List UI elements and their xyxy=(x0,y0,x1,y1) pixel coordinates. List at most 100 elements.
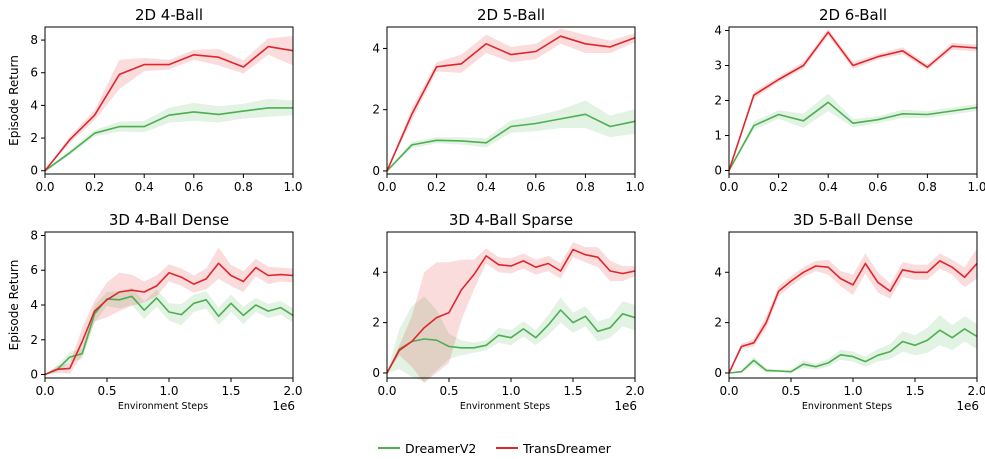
x-tick-label: 0.0 xyxy=(35,384,54,398)
x-tick-label: 0.4 xyxy=(819,180,838,194)
line-dreamerv2 xyxy=(386,309,636,374)
x-tick-label: 0.6 xyxy=(526,180,545,194)
y-tick-label: 6 xyxy=(30,66,38,80)
panel-title: 3D 4-Ball Dense xyxy=(109,211,229,229)
x-tick-label: 0.0 xyxy=(719,180,738,194)
panel-2d-4-ball: 0.0 0.2 0.4 0.6 0.8 1.0 0 2 4 6 8 2D 4-Ball Episode … xyxy=(7,6,303,194)
axes-frame xyxy=(728,26,978,175)
x-tick-label: 1.5 xyxy=(221,384,240,398)
panel-2d-5-ball: 0.0 0.2 0.4 0.6 0.8 1.0 0 2 4 2D 5-Ball xyxy=(372,6,644,194)
x-tick-label: 0.2 xyxy=(769,180,788,194)
legend-label-dreamerv2: DreamerV2 xyxy=(405,441,476,456)
x-scale-label: 1e6 xyxy=(614,399,637,413)
y-axis-label: Episode Return xyxy=(7,260,21,351)
y-tick-label: 0 xyxy=(30,164,38,178)
band-transdreamer xyxy=(387,242,635,383)
x-tick-label: 1.0 xyxy=(283,180,302,194)
panel-title: 2D 4-Ball xyxy=(135,6,203,24)
x-tick-label: 2.0 xyxy=(967,384,985,398)
x-tick-label: 0.6 xyxy=(184,180,203,194)
y-tick-label: 4 xyxy=(714,265,722,279)
line-dreamerv2 xyxy=(728,328,978,374)
y-tick-label: 2 xyxy=(714,94,722,108)
line-transdreamer xyxy=(386,248,636,374)
panel-3d-4-ball-dense: 0.0 0.5 1.0 1.5 2.0 0 2 4 6 8 3D 4-Ball Dense Episo… xyxy=(7,211,303,413)
x-tick-label: 0.6 xyxy=(868,180,887,194)
band-dreamerv2 xyxy=(387,100,635,171)
line-transdreamer xyxy=(386,35,636,172)
band-transdreamer xyxy=(387,28,635,171)
x-tick-label: 1.5 xyxy=(563,384,582,398)
x-tick-label: 0.8 xyxy=(576,180,595,194)
x-tick-label: 0.5 xyxy=(97,384,116,398)
y-tick-label: 4 xyxy=(372,41,380,55)
y-tick-label: 1 xyxy=(714,129,722,143)
chart-panels: 0.0 0.2 0.4 0.6 0.8 1.0 0 2 4 6 8 2D 4-Ball Episode … xyxy=(7,6,985,413)
x-tick-label: 0.5 xyxy=(439,384,458,398)
x-tick-label: 0.8 xyxy=(234,180,253,194)
y-tick-label: 3 xyxy=(714,59,722,73)
axes-frame xyxy=(386,26,636,175)
y-tick-label: 8 xyxy=(30,33,38,47)
band-dreamerv2 xyxy=(729,315,977,373)
line-dreamerv2 xyxy=(44,107,293,172)
band-dreamerv2 xyxy=(387,296,635,382)
y-tick-label: 0 xyxy=(372,366,380,380)
x-tick-label: 1.5 xyxy=(905,384,924,398)
y-tick-label: 4 xyxy=(30,98,38,112)
line-dreamerv2 xyxy=(386,113,636,172)
line-dreamerv2 xyxy=(44,295,294,376)
y-tick-label: 4 xyxy=(714,24,722,38)
band-transdreamer xyxy=(729,28,977,171)
y-tick-label: 0 xyxy=(372,164,380,178)
line-transdreamer xyxy=(728,260,978,374)
y-tick-label: 2 xyxy=(372,103,380,117)
x-axis-label: Environment Steps xyxy=(118,401,208,412)
x-tick-label: 0.0 xyxy=(377,384,396,398)
y-tick-label: 0 xyxy=(714,366,722,380)
y-tick-label: 2 xyxy=(30,131,38,145)
y-tick-label: 0 xyxy=(30,368,38,382)
band-transdreamer xyxy=(729,248,977,373)
x-tick-label: 0.4 xyxy=(477,180,496,194)
panel-title: 2D 5-Ball xyxy=(477,6,545,24)
x-scale-label: 1e6 xyxy=(272,399,295,413)
x-tick-label: 0.0 xyxy=(377,180,396,194)
line-transdreamer xyxy=(44,45,294,172)
x-tick-label: 0.2 xyxy=(427,180,446,194)
y-tick-label: 2 xyxy=(30,333,38,347)
x-tick-label: 0.5 xyxy=(781,384,800,398)
y-tick-label: 2 xyxy=(714,316,722,330)
band-dreamerv2 xyxy=(45,98,293,171)
x-scale-label: 1e6 xyxy=(956,399,979,413)
legend-label-transdreamer: TransDreamer xyxy=(522,441,612,456)
panel-title: 3D 4-Ball Sparse xyxy=(449,211,573,229)
legend: DreamerV2 TransDreamer xyxy=(378,441,612,456)
y-tick-label: 0 xyxy=(714,164,722,178)
y-tick-label: 2 xyxy=(372,316,380,330)
x-tick-label: 0.2 xyxy=(85,180,104,194)
panel-title: 2D 6-Ball xyxy=(819,6,887,24)
y-axis-label: Episode Return xyxy=(7,55,21,146)
panel-3d-5-ball-dense: 0.0 0.5 1.0 1.5 2.0 0 2 4 3D 5-Ball Dense Environ… xyxy=(714,211,985,413)
y-tick-label: 8 xyxy=(30,228,38,242)
x-tick-label: 1.0 xyxy=(967,180,985,194)
x-tick-label: 0.0 xyxy=(719,384,738,398)
x-tick-label: 2.0 xyxy=(283,384,302,398)
y-tick-label: 4 xyxy=(30,298,38,312)
y-tick-label: 6 xyxy=(30,263,38,277)
x-tick-label: 2.0 xyxy=(625,384,644,398)
panel-3d-4-ball-sparse: 0.0 0.5 1.0 1.5 2.0 0 2 4 3D 4-Ball Sparse Enviro… xyxy=(372,211,644,413)
x-axis-label: Environment Steps xyxy=(460,401,550,412)
band-transdreamer xyxy=(45,247,293,375)
line-dreamerv2 xyxy=(728,101,978,171)
y-tick-label: 4 xyxy=(372,265,380,279)
panel-title: 3D 5-Ball Dense xyxy=(793,211,913,229)
x-tick-label: 0.0 xyxy=(35,180,54,194)
x-tick-label: 1.0 xyxy=(625,180,644,194)
x-tick-label: 0.4 xyxy=(135,180,154,194)
line-transdreamer xyxy=(44,262,294,376)
x-tick-label: 1.0 xyxy=(843,384,862,398)
x-axis-label: Environment Steps xyxy=(802,401,892,412)
